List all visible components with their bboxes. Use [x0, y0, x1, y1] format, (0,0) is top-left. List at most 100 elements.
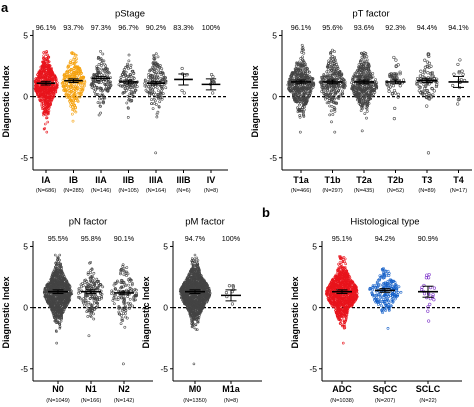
- ptfactor-y-tick-label: -5: [269, 153, 277, 163]
- pstage-point: [152, 69, 156, 73]
- pnfactor-point: [93, 301, 96, 305]
- pstage-point: [105, 67, 109, 71]
- ptfactor-n-label: (N=435): [354, 188, 375, 194]
- pstage-point: [147, 90, 150, 94]
- ptfactor-point: [329, 109, 333, 113]
- pstage-point: [152, 55, 156, 58]
- pstage-point: [98, 101, 102, 105]
- ptfactor-point: [298, 130, 302, 134]
- pstage-point: [131, 86, 135, 90]
- pnfactor-title: pN factor: [69, 216, 108, 227]
- pstage-point: [45, 106, 48, 109]
- pstage-point: [72, 92, 76, 96]
- pstage-point: [119, 75, 123, 79]
- pstage-point: [46, 92, 50, 95]
- pstage-point: [67, 86, 70, 90]
- pnfactor-point: [95, 277, 99, 281]
- pstage-point: [72, 87, 76, 91]
- pstage-point: [97, 113, 101, 117]
- pstage-point: [180, 66, 184, 71]
- pstage-point: [105, 85, 108, 89]
- pstage-point: [131, 95, 135, 98]
- pstage-point: [126, 67, 130, 71]
- pstage-point: [102, 62, 106, 66]
- pstage-point: [120, 84, 124, 88]
- pnfactor-pct-label: 90.1%: [114, 234, 135, 243]
- pnfactor-point: [55, 341, 58, 345]
- pstage-point: [78, 88, 82, 91]
- ptfactor-point: [301, 55, 304, 59]
- pstage-point: [41, 60, 45, 64]
- pstage-point: [157, 89, 160, 93]
- pstage-point: [35, 85, 38, 89]
- pstage-point: [41, 90, 44, 94]
- pstage-point: [134, 88, 138, 92]
- ptfactor-point: [419, 69, 423, 73]
- pstage-point: [100, 93, 104, 97]
- pstage-point: [100, 92, 104, 96]
- pstage-point: [97, 69, 100, 73]
- ptfactor-point: [300, 43, 304, 47]
- pstage-point: [133, 90, 137, 94]
- pstage-point: [160, 67, 164, 71]
- pstage-point: [135, 85, 139, 89]
- pmfactor-y-label: Diagnostic Index: [141, 276, 151, 348]
- pstage-category-label: IA: [42, 175, 52, 185]
- ptfactor-point: [423, 58, 427, 62]
- pstage-point: [43, 50, 47, 54]
- pstage-point: [66, 74, 69, 78]
- pstage-point: [106, 89, 110, 92]
- pmfactor-y-tick-label: -5: [160, 364, 168, 374]
- ptfactor-point: [415, 77, 420, 81]
- pstage-point: [75, 65, 79, 69]
- pstage-point: [40, 101, 44, 105]
- pstage-point: [154, 67, 157, 71]
- pstage-point: [152, 93, 156, 96]
- ptfactor-point: [394, 58, 398, 62]
- pstage-point: [37, 76, 40, 79]
- pstage-point: [68, 98, 72, 102]
- ptfactor-pct-label: 96.1%: [291, 23, 312, 32]
- pstage-y-tick-label: 5: [23, 30, 28, 40]
- pnfactor-point: [131, 304, 134, 308]
- ptfactor-point: [330, 105, 334, 108]
- pstage-point: [74, 65, 78, 69]
- pstage-pct-label: 100%: [202, 23, 221, 32]
- ptfactor-point: [392, 55, 396, 60]
- pnfactor-n-label: (N=166): [81, 398, 102, 404]
- pnfactor-point: [122, 266, 126, 270]
- pstage-point: [67, 88, 71, 92]
- ptfactor-n-label: (N=17): [450, 188, 467, 194]
- pstage-point: [69, 59, 72, 63]
- pstage-point: [129, 63, 133, 67]
- pstage-point: [107, 71, 111, 75]
- pstage-point: [45, 57, 48, 60]
- pstage-point: [94, 92, 97, 96]
- pstage-point: [101, 68, 105, 72]
- pstage-y-label: Diagnostic Index: [1, 65, 11, 137]
- pstage-point: [74, 105, 77, 109]
- pstage-point: [156, 63, 160, 67]
- pstage-point: [53, 75, 57, 78]
- pstage-point: [95, 67, 99, 71]
- pstage-point: [157, 105, 161, 109]
- pnfactor-point: [87, 334, 91, 338]
- pstage-point: [157, 97, 160, 101]
- pstage-pct-label: 93.7%: [63, 23, 84, 32]
- ptfactor-point: [460, 69, 464, 73]
- pstage-point: [90, 83, 93, 86]
- pstage-point: [45, 116, 48, 120]
- pstage-pct-label: 96.7%: [118, 23, 139, 32]
- ptfactor-category-label: T1b: [324, 175, 341, 185]
- pnfactor-point: [85, 280, 89, 283]
- pstage-point: [99, 49, 102, 53]
- pnfactor-y-tick-label: 5: [23, 241, 28, 251]
- pstage-point: [160, 85, 164, 88]
- pstage-point: [156, 93, 159, 96]
- pstage-point: [45, 90, 49, 93]
- pstage-point: [52, 92, 55, 96]
- pnfactor-point: [125, 274, 128, 278]
- pnfactor-pct-label: 95.8%: [81, 234, 102, 243]
- pstage-point: [76, 100, 80, 103]
- pstage-category-label: IIIA: [149, 175, 164, 185]
